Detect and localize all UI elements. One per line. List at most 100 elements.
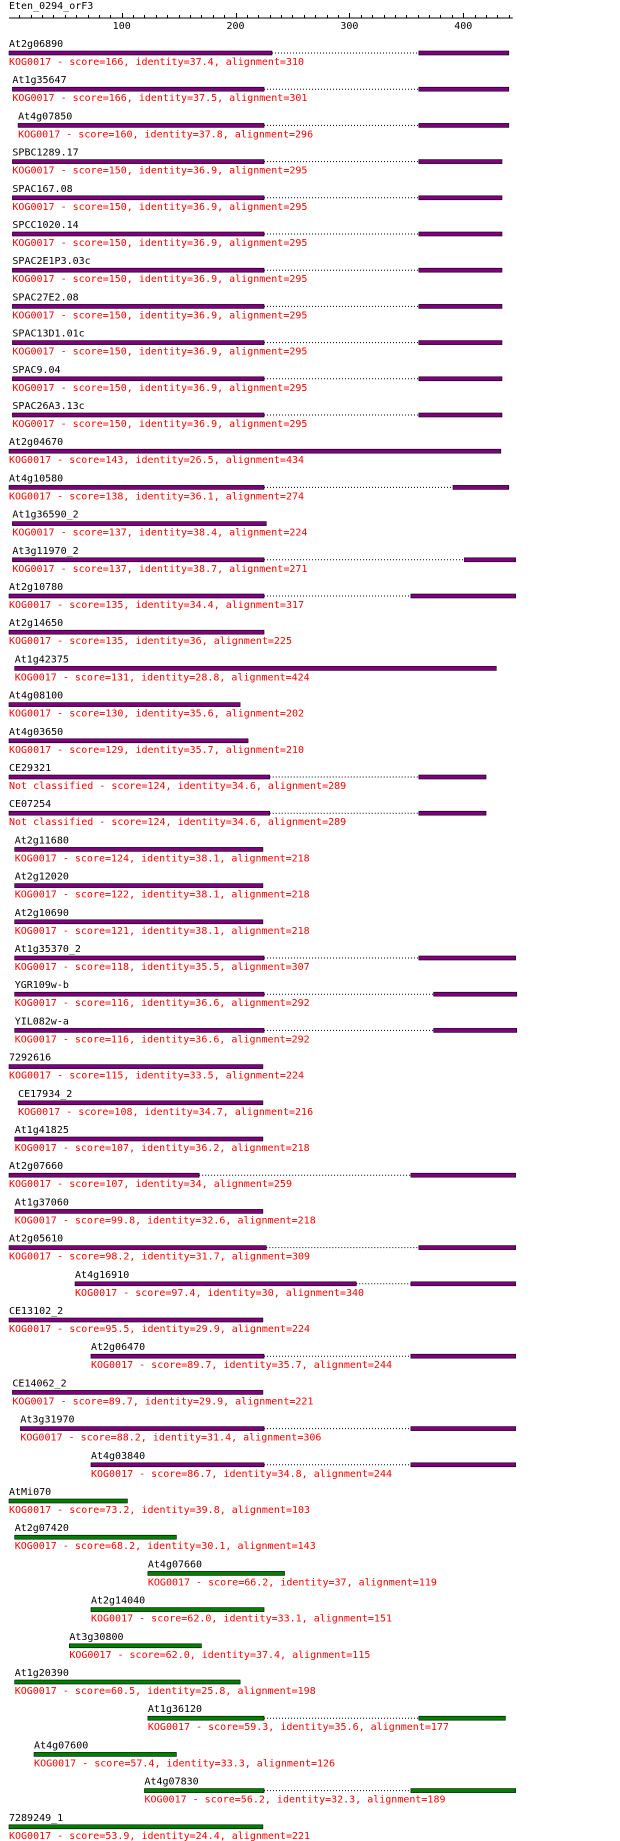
hit-name[interactable]: At1g35370_2 <box>15 944 81 955</box>
hit-name[interactable]: At1g41825 <box>15 1125 69 1136</box>
hit-row[interactable]: SPCC1020.14 KOG0017 - score=150, identity… <box>12 220 503 249</box>
hit-row[interactable]: At4g16910 KOG0017 - score=97.4, identity=… <box>74 1270 516 1299</box>
alignment-segment[interactable] <box>144 1788 265 1793</box>
hit-row[interactable]: At1g36120 KOG0017 - score=59.3, identity=… <box>147 1704 506 1733</box>
alignment-segment[interactable] <box>14 919 264 925</box>
alignment-segment[interactable] <box>8 448 502 454</box>
hit-row[interactable]: At4g07600 KOG0017 - score=57.4, identity=… <box>33 1740 335 1769</box>
alignment-segment[interactable] <box>8 1317 264 1323</box>
hit-name[interactable]: SPCC1020.14 <box>12 220 78 231</box>
hit-row[interactable]: At1g36590_2 KOG0017 - score=137, identity… <box>12 510 307 539</box>
alignment-segment[interactable] <box>90 1462 265 1468</box>
hit-name[interactable]: SPAC13D1.01c <box>12 329 84 340</box>
alignment-segment[interactable] <box>14 883 264 888</box>
hit-name[interactable]: At2g07420 <box>15 1523 69 1534</box>
hit-name[interactable]: At2g10780 <box>9 582 63 593</box>
hit-row[interactable]: At4g03650 KOG0017 - score=129, identity=3… <box>8 727 304 756</box>
hit-name[interactable]: At1g20390 <box>15 1668 69 1679</box>
hit-name[interactable]: SPAC2E1P3.03c <box>12 256 90 267</box>
hit-name[interactable]: At2g11680 <box>15 835 69 846</box>
alignment-segment[interactable] <box>90 1353 265 1359</box>
hit-name[interactable]: CE29321 <box>9 763 51 774</box>
alignment-segment[interactable] <box>8 1498 128 1504</box>
alignment-segment[interactable] <box>418 86 510 92</box>
alignment-segment[interactable] <box>12 267 265 273</box>
alignment-segment[interactable] <box>418 1715 506 1721</box>
hit-row[interactable]: At1g35647 KOG0017 - score=166, identity=3… <box>12 75 510 104</box>
alignment-segment[interactable] <box>33 1752 177 1757</box>
hit-name[interactable]: At1g35647 <box>12 75 66 86</box>
alignment-segment[interactable] <box>8 1064 264 1069</box>
alignment-segment[interactable] <box>12 195 265 201</box>
alignment-segment[interactable] <box>14 666 497 671</box>
hit-row[interactable]: YGR109w-b KOG0017 - score=116, identity=3… <box>14 980 518 1009</box>
hit-name[interactable]: At3g11970_2 <box>12 546 78 557</box>
alignment-segment[interactable] <box>418 50 510 56</box>
hit-name[interactable]: At3g30800 <box>69 1632 123 1643</box>
hit-row[interactable]: 7289249_1 KOG0017 - score=53.9, identity=… <box>8 1813 310 1841</box>
hit-row[interactable]: At2g05610 KOG0017 - score=98.2, identity=… <box>8 1234 516 1263</box>
alignment-segment[interactable] <box>410 1281 516 1287</box>
alignment-segment[interactable] <box>418 231 503 237</box>
alignment-segment[interactable] <box>12 376 265 382</box>
alignment-segment[interactable] <box>8 810 271 816</box>
alignment-segment[interactable] <box>8 1824 264 1830</box>
hit-row[interactable]: AtMi070 KOG0017 - score=73.2, identity=39… <box>8 1487 310 1516</box>
hit-row[interactable]: At2g11680 KOG0017 - score=124, identity=3… <box>14 835 310 864</box>
hit-name[interactable]: At2g12020 <box>15 872 69 883</box>
hit-name[interactable]: At2g06890 <box>9 39 63 50</box>
hit-row[interactable]: At2g12020 KOG0017 - score=122, identity=3… <box>14 872 310 901</box>
hit-name[interactable]: AtMi070 <box>9 1487 51 1498</box>
hit-name[interactable]: CE13102_2 <box>9 1306 63 1317</box>
alignment-segment[interactable] <box>8 50 273 56</box>
alignment-segment[interactable] <box>12 1390 264 1395</box>
alignment-segment[interactable] <box>17 1100 264 1106</box>
alignment-segment[interactable] <box>14 1534 177 1540</box>
hit-row[interactable]: SPAC13D1.01c KOG0017 - score=150, identit… <box>12 329 503 358</box>
hit-name[interactable]: At2g14040 <box>91 1596 145 1607</box>
alignment-segment[interactable] <box>12 159 265 164</box>
hit-name[interactable]: At2g10690 <box>15 908 69 919</box>
alignment-segment[interactable] <box>8 629 265 635</box>
hit-row[interactable]: CE13102_2 KOG0017 - score=95.5, identity=… <box>8 1306 310 1335</box>
hit-name[interactable]: SPAC9.04 <box>12 365 60 376</box>
hit-row[interactable]: SPAC2E1P3.03c KOG0017 - score=150, identi… <box>12 256 503 285</box>
alignment-segment[interactable] <box>418 376 503 382</box>
hit-row[interactable]: CE17934_2 KOG0017 - score=108, identity=3… <box>17 1089 313 1118</box>
alignment-segment[interactable] <box>12 557 265 563</box>
hit-row[interactable]: At1g37060 KOG0017 - score=99.8, identity=… <box>14 1197 316 1226</box>
hit-name[interactable]: At1g36590_2 <box>12 510 78 521</box>
hit-row[interactable]: SPAC26A3.13c KOG0017 - score=150, identit… <box>12 401 503 430</box>
alignment-segment[interactable] <box>14 991 265 997</box>
hit-row[interactable]: At2g06470 KOG0017 - score=89.7, identity=… <box>90 1342 516 1371</box>
alignment-segment[interactable] <box>418 304 503 309</box>
hit-row[interactable]: CE14062_2 KOG0017 - score=89.7, identity=… <box>12 1378 313 1407</box>
alignment-segment[interactable] <box>74 1281 357 1287</box>
alignment-segment[interactable] <box>14 1679 241 1685</box>
hit-row[interactable]: At4g03840 KOG0017 - score=86.7, identity=… <box>90 1451 516 1480</box>
hit-name[interactable]: At2g05610 <box>9 1234 63 1245</box>
hit-name[interactable]: At2g07660 <box>9 1161 63 1172</box>
alignment-segment[interactable] <box>8 593 265 599</box>
alignment-segment[interactable] <box>410 1462 516 1468</box>
hit-name[interactable]: At3g31970 <box>20 1415 74 1426</box>
hit-row[interactable]: At2g14040 KOG0017 - score=62.0, identity=… <box>90 1596 392 1625</box>
alignment-segment[interactable] <box>433 1028 518 1033</box>
alignment-segment[interactable] <box>418 774 487 780</box>
hit-row[interactable]: At1g20390 KOG0017 - score=60.5, identity=… <box>14 1668 316 1697</box>
hit-row[interactable]: At2g04670 KOG0017 - score=143, identity=2… <box>8 437 502 466</box>
hit-name[interactable]: At2g06470 <box>91 1342 145 1353</box>
alignment-segment[interactable] <box>12 86 265 92</box>
hit-row[interactable]: At4g07850 KOG0017 - score=160, identity=3… <box>17 111 510 140</box>
alignment-segment[interactable] <box>14 1028 265 1033</box>
alignment-segment[interactable] <box>418 340 503 345</box>
hit-name[interactable]: At2g04670 <box>9 437 63 448</box>
hit-name[interactable]: SPAC26A3.13c <box>12 401 84 412</box>
hit-name[interactable]: 7292616 <box>9 1053 51 1064</box>
hit-name[interactable]: At4g08100 <box>9 691 63 702</box>
hit-row[interactable]: SPAC167.08 KOG0017 - score=150, identity=… <box>12 184 503 213</box>
alignment-segment[interactable] <box>12 340 265 345</box>
hit-name[interactable]: SPAC167.08 <box>12 184 72 195</box>
hit-name[interactable]: At4g16910 <box>75 1270 129 1281</box>
hit-row[interactable]: At3g31970 KOG0017 - score=88.2, identity=… <box>20 1415 516 1444</box>
